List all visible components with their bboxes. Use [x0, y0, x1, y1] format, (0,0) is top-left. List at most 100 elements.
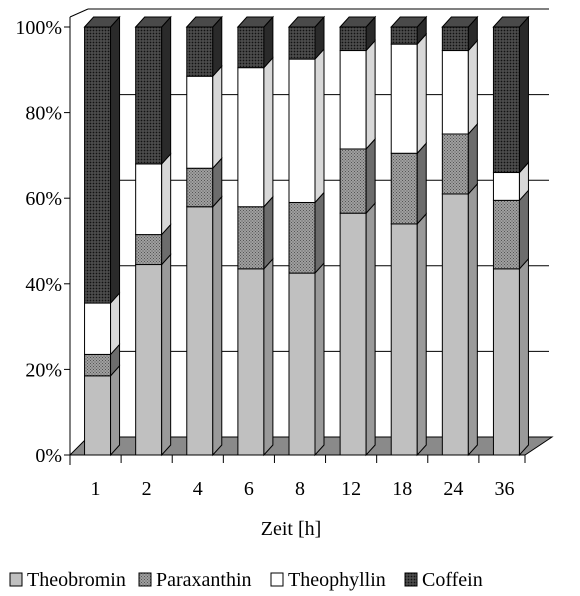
x-tick-label: 24 — [443, 478, 463, 500]
bar-top-4 — [185, 16, 223, 28]
bar-side-theobromin-4 — [212, 195, 223, 457]
bar-coffein-1 — [84, 26, 112, 304]
y-tick-label: 20% — [25, 359, 62, 381]
bar-side-theophyllin-12 — [365, 39, 376, 151]
y-tick-label: 0% — [35, 445, 62, 467]
bar-side-theophyllin-2 — [161, 152, 172, 236]
bar-theobromin-4 — [186, 206, 214, 456]
bar-top-6 — [236, 16, 275, 28]
bar-side-paraxanthin-24 — [467, 122, 478, 196]
legend-swatch — [9, 572, 23, 587]
bar-side-theophyllin-6 — [263, 56, 274, 209]
bar-paraxanthin-18 — [390, 152, 418, 225]
bar-top-1 — [83, 16, 121, 28]
y-tick-label: 40% — [25, 274, 62, 296]
bar-paraxanthin-2 — [135, 234, 163, 266]
bar-theophyllin-24 — [441, 50, 469, 135]
legend-item-theobromin: Theobromin — [9, 569, 126, 591]
legend-item-coffein: Coffein — [404, 569, 483, 591]
bar-theobromin-6 — [237, 268, 265, 456]
bar-paraxanthin-36 — [492, 199, 520, 270]
bar-theophyllin-36 — [492, 172, 520, 201]
bar-coffein-12 — [339, 26, 367, 52]
axes — [69, 8, 525, 465]
legend-item-paraxanthin: Paraxanthin — [138, 569, 252, 591]
legend: Theobromin Paraxanthin Theophyllin Coffein — [9, 569, 483, 591]
plot-area: 0%20%40%60%80%100% 1 2 4 6 8 12 18 24 36 — [15, 8, 554, 500]
bar-side-coffein-2 — [161, 15, 172, 166]
bar-theobromin-24 — [441, 193, 469, 456]
x-axis-ticks: 1 2 4 6 8 12 18 24 36 — [69, 455, 526, 500]
bar-top-2 — [134, 16, 172, 28]
bar-side-theophyllin-4 — [212, 64, 223, 170]
bar-side-theobromin-6 — [263, 257, 274, 457]
legend-label: Theobromin — [27, 569, 126, 591]
bar-paraxanthin-12 — [339, 148, 367, 214]
bar-paraxanthin-8 — [288, 201, 316, 274]
bar-theophyllin-12 — [339, 50, 367, 150]
bar-series — [83, 15, 530, 457]
bar-theobromin-12 — [339, 212, 367, 456]
legend-swatch — [270, 572, 284, 587]
bar-top-36 — [492, 16, 530, 28]
x-tick-label: 8 — [295, 478, 305, 500]
bar-side-theobromin-24 — [467, 182, 478, 457]
bar-theobromin-2 — [135, 264, 163, 456]
x-tick-label: 18 — [392, 478, 412, 500]
x-tick-label: 2 — [142, 478, 152, 500]
bar-theophyllin-4 — [186, 75, 214, 169]
legend-label: Theophyllin — [288, 569, 386, 591]
bar-theophyllin-6 — [237, 67, 265, 208]
x-tick-label: 4 — [193, 478, 203, 500]
bar-side-theophyllin-18 — [416, 32, 427, 155]
bar-side-paraxanthin-18 — [416, 141, 427, 226]
y-tick-label: 80% — [25, 103, 62, 125]
bar-coffein-24 — [441, 26, 469, 52]
bar-paraxanthin-6 — [237, 206, 265, 270]
x-tick-label: 1 — [91, 478, 101, 500]
bar-side-coffein-1 — [110, 15, 121, 305]
bar-coffein-36 — [492, 26, 520, 174]
y-axis-depth — [69, 8, 89, 18]
bar-coffein-8 — [288, 26, 316, 60]
bar-top-24 — [441, 16, 479, 28]
x-tick-label: 6 — [244, 478, 254, 500]
bar-coffein-2 — [135, 26, 163, 165]
bar-side-theobromin-36 — [518, 257, 529, 457]
bar-theophyllin-8 — [288, 58, 316, 203]
bar-side-paraxanthin-6 — [263, 195, 274, 271]
bar-side-paraxanthin-12 — [365, 137, 376, 215]
bar-coffein-6 — [237, 26, 265, 69]
bar-paraxanthin-4 — [186, 167, 214, 208]
x-tick-label: 12 — [341, 478, 361, 500]
legend-swatch — [138, 572, 152, 587]
bar-theobromin-36 — [492, 268, 520, 456]
bar-side-paraxanthin-36 — [518, 189, 529, 271]
y-tick-label: 100% — [15, 17, 62, 39]
bar-theophyllin-18 — [390, 43, 418, 154]
bar-side-theobromin-8 — [314, 261, 325, 457]
legend-label: Coffein — [422, 569, 483, 591]
legend-swatch — [404, 572, 418, 587]
y-axis-ticks: 0% 20% 40% 60% 80% 100% — [15, 17, 70, 467]
bar-top-12 — [338, 16, 377, 28]
x-axis-title: Zeit [h] — [261, 518, 322, 540]
bar-coffein-4 — [186, 26, 214, 77]
bar-side-paraxanthin-8 — [314, 191, 325, 275]
bar-side-theobromin-2 — [161, 253, 172, 457]
bar-side-theobromin-12 — [365, 201, 376, 457]
y-tick-label: 60% — [25, 188, 62, 210]
bar-paraxanthin-1 — [84, 353, 112, 377]
bar-side-theophyllin-8 — [314, 47, 325, 204]
bar-side-theobromin-1 — [110, 364, 121, 457]
bar-theophyllin-2 — [135, 163, 163, 236]
bar-side-theophyllin-24 — [467, 39, 478, 136]
legend-item-theophyllin: Theophyllin — [270, 569, 386, 591]
bar-paraxanthin-24 — [441, 133, 469, 195]
bar-theophyllin-1 — [84, 302, 112, 355]
bar-side-coffein-36 — [518, 15, 529, 174]
x-tick-label: 36 — [494, 478, 514, 500]
bar-theobromin-1 — [84, 375, 112, 456]
bar-theobromin-8 — [288, 272, 316, 456]
